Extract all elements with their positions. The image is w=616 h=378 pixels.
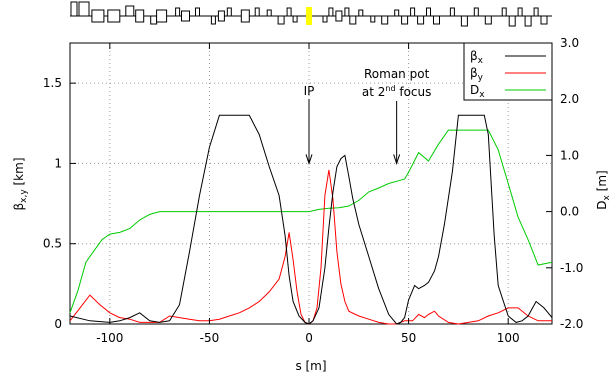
y-axis-right-label-base: D (595, 200, 609, 209)
lattice-magnet (150, 15, 158, 25)
annotation-roman-pot-arrowhead (393, 154, 401, 166)
annotation-roman-pot-line2-sup: nd (385, 84, 395, 93)
legend-label-beta-x: βx (470, 49, 484, 66)
x-tick-label: -50 (200, 331, 220, 345)
lattice-magnet (91, 9, 105, 23)
x-tick-label: 0 (305, 331, 313, 345)
legend-label-d-x: Dx (470, 83, 485, 100)
y-right-tick-label: 1.0 (560, 148, 579, 162)
x-tick-label: 50 (401, 331, 416, 345)
lattice-magnet (226, 7, 232, 17)
y-left-tick-label: 0.5 (43, 237, 62, 251)
legend-label-d-x-base: D (470, 83, 479, 97)
lattice-magnet (501, 7, 507, 17)
x-tick-label: -100 (96, 331, 123, 345)
lattice-magnet (433, 15, 440, 25)
series-line-beta-y (69, 169, 552, 325)
lattice-magnet (349, 15, 357, 25)
annotation-roman-pot-line2-pre: at 2 (362, 85, 386, 99)
lattice-magnet (328, 7, 334, 17)
lattice-magnet (394, 9, 400, 17)
lattice-magnet (473, 7, 479, 17)
lattice-magnet (449, 7, 455, 17)
lattice-magnet (460, 15, 468, 27)
legend: βx βy Dx (463, 42, 553, 101)
lattice-magnet (322, 15, 328, 23)
x-tick-label: 100 (497, 331, 520, 345)
y-axis-left-label-sub: x,y (19, 189, 29, 203)
y-left-tick-label: 1.5 (43, 76, 62, 90)
lattice-magnet (344, 7, 350, 17)
lattice-magnet (107, 9, 121, 23)
beamline-lattice-strip (70, 1, 552, 27)
lattice-magnet (292, 15, 298, 23)
y-axis-right-label-sub: x (602, 194, 612, 200)
annotation-roman-pot-line2: at 2nd focus (362, 84, 432, 99)
lattice-magnet (358, 9, 364, 17)
legend-label-beta-y-base: β (470, 66, 478, 80)
lattice-ip-marker (306, 7, 312, 25)
series-line-beta-x (69, 114, 553, 325)
y-right-tick-label: 0.0 (560, 205, 579, 219)
lattice-magnet (484, 15, 492, 25)
legend-label-beta-x-sub: x (478, 56, 484, 66)
annotation-ip-arrowhead (305, 154, 313, 166)
y-axis-right-label: Dx [m] (595, 170, 612, 209)
lattice-magnet (381, 15, 389, 25)
lattice-magnet (417, 15, 425, 25)
annotation-ip-label: IP (304, 84, 315, 98)
y-axis-left-label-base: β (12, 203, 26, 211)
lattice-magnet (286, 7, 292, 17)
lattice-magnet (125, 5, 135, 17)
legend-label-d-x-sub: x (479, 90, 485, 100)
lattice-magnet (210, 15, 216, 25)
y-axis-right-label-unit: [m] (595, 170, 609, 195)
y-right-tick-label: 2.0 (560, 92, 579, 106)
lattice-magnet (156, 9, 168, 23)
y-right-tick-label: -2.0 (560, 317, 583, 331)
lattice-magnet (240, 9, 250, 23)
lattice-magnet (78, 1, 90, 17)
lattice-magnet (335, 10, 343, 22)
axis-ticks: -100 -50 0 50 100 0 0.5 1 1.5 -2.0 -1.0 0.0 1.0 2.0 3.… (43, 36, 584, 345)
series-layer (69, 114, 553, 325)
lattice-magnet (517, 7, 523, 17)
lattice-magnet (401, 15, 409, 25)
lattice-magnet (533, 7, 539, 17)
lattice-magnet (508, 15, 516, 27)
lattice-magnet (181, 10, 190, 22)
series-line-d-x (69, 129, 553, 313)
y-axis-left-label: βx,y [km] (12, 157, 29, 210)
lattice-magnet (217, 10, 225, 22)
lattice-magnet (135, 9, 145, 23)
legend-label-beta-y: βy (470, 66, 484, 83)
y-axis-left-label-unit: [km] (12, 157, 26, 189)
lattice-magnet (277, 15, 285, 25)
lattice-magnet (175, 7, 181, 17)
plot-frame (69, 42, 553, 325)
x-axis-label: s [m] (295, 359, 326, 373)
legend-label-beta-y-sub: y (478, 73, 484, 83)
lattice-magnet (524, 15, 532, 27)
annotation-roman-pot-line1: Roman pot (364, 67, 430, 81)
lattice-magnet (266, 9, 272, 17)
annotations: IP Roman pot at 2nd focus (304, 67, 432, 166)
lattice-magnet (70, 1, 78, 17)
lattice-magnet (370, 15, 376, 23)
legend-label-beta-x-base: β (470, 49, 478, 63)
y-left-tick-label: 1 (54, 156, 62, 170)
lattice-magnet (410, 7, 416, 17)
lattice-magnet (254, 7, 260, 17)
y-right-tick-label: 3.0 (560, 36, 579, 50)
y-left-tick-label: 0 (54, 317, 62, 331)
lattice-magnet (540, 15, 548, 25)
y-right-tick-label: -1.0 (560, 261, 583, 275)
lattice-magnet (195, 7, 200, 17)
lattice-magnet (426, 7, 431, 17)
annotation-roman-pot-line2-post: focus (396, 85, 432, 99)
